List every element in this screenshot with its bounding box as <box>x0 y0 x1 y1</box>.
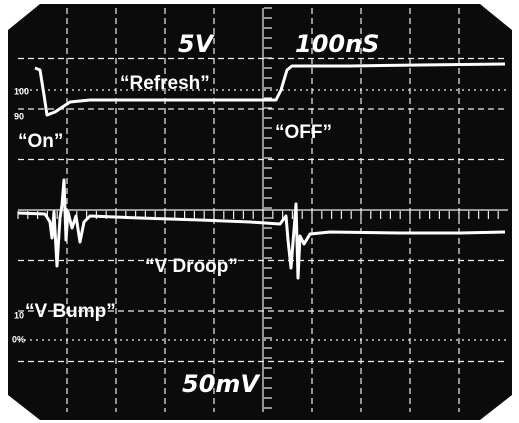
annotation: “OFF” <box>275 122 332 143</box>
margin-label: 100 <box>14 86 29 96</box>
annotation: “On” <box>18 131 63 152</box>
annotation: “Refresh” <box>120 73 210 94</box>
vertical-scale-top: 5V <box>178 30 216 58</box>
annotation: “V Bump” <box>25 301 116 322</box>
annotation: “V Droop” <box>145 256 238 277</box>
margin-label: 90 <box>14 111 24 121</box>
margin-label: 10 <box>14 310 24 320</box>
vertical-scale-bottom: 50mV <box>182 370 261 398</box>
screen-bezel <box>8 4 512 420</box>
margin-label: 0% <box>12 334 25 344</box>
horizontal-scale: 100nS <box>295 30 379 58</box>
oscilloscope-screen: 5V 100nS 50mV “Refresh” “On” “OFF” “V Dr… <box>0 0 519 423</box>
